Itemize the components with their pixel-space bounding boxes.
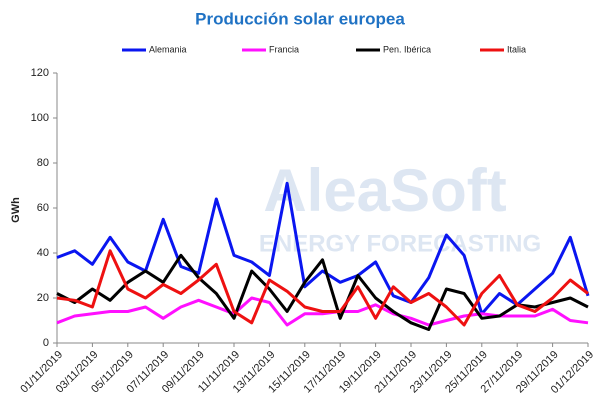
series-line: [56, 253, 589, 331]
legend-label: Francia: [269, 44, 299, 54]
y-tick-label: 120: [31, 67, 49, 79]
y-tick-label: 0: [43, 337, 49, 349]
y-tick-label: 40: [37, 247, 49, 259]
legend-label: Italia: [507, 44, 526, 54]
legend-label: Alemania: [149, 44, 187, 54]
y-tick-label: 20: [37, 292, 49, 304]
watermark: ENERGY FORECASTING: [259, 230, 541, 257]
y-tick-label: 80: [37, 157, 49, 169]
chart-title: Producción solar europea: [195, 9, 405, 28]
y-tick-label: 100: [31, 112, 49, 124]
series-line: [56, 249, 589, 327]
watermark: AleaSoft: [263, 157, 506, 224]
y-tick-label: 60: [37, 202, 49, 214]
y-axis-label: GWh: [10, 197, 22, 223]
legend-label: Pen. Ibérica: [383, 44, 431, 54]
